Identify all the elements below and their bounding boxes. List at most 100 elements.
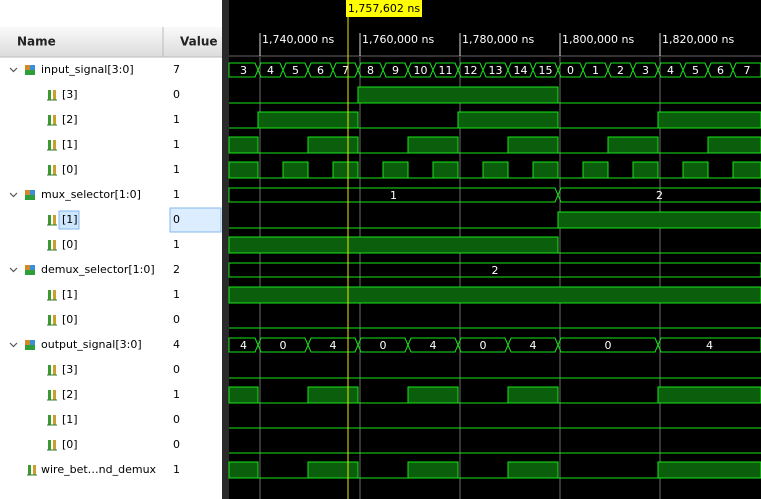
value-header[interactable]: Value — [180, 35, 218, 49]
bus-value-label: 2 — [492, 264, 499, 277]
expand-caret[interactable] — [9, 192, 18, 198]
bit-high — [407, 461, 459, 479]
bus-value-label: 9 — [392, 64, 399, 77]
bit-icon — [48, 315, 51, 325]
signal-name[interactable]: mux_selector[1:0] — [41, 188, 141, 201]
signal-name[interactable]: [3] — [62, 363, 78, 376]
bus-value-label: 2 — [656, 189, 663, 202]
signal-value: 0 — [173, 413, 180, 426]
ruler-label: 1,760,000 ns — [362, 33, 434, 46]
expand-caret[interactable] — [9, 267, 18, 273]
bus-value-label: 2 — [617, 64, 624, 77]
ruler-label: 1,820,000 ns — [662, 33, 734, 46]
bus-value-label: 8 — [367, 64, 374, 77]
bus-value-label: 4 — [667, 64, 674, 77]
expand-caret[interactable] — [9, 67, 18, 73]
bus-value-label: 4 — [267, 64, 274, 77]
bit-icon — [53, 115, 56, 125]
bus-value-label: 0 — [567, 64, 574, 77]
bit-high — [657, 461, 761, 479]
bus-value-label: 0 — [480, 339, 487, 352]
signal-value: 1 — [173, 288, 180, 301]
signal-name[interactable]: [2] — [62, 388, 78, 401]
bus-value-label: 11 — [439, 64, 453, 77]
bit-high — [228, 461, 259, 479]
bus-value-label: 3 — [240, 64, 247, 77]
signal-value: 1 — [173, 188, 180, 201]
bit-high — [507, 136, 559, 154]
bus-value-label: 10 — [414, 64, 428, 77]
signal-value: 4 — [173, 338, 180, 351]
ruler-label: 1,800,000 ns — [562, 33, 634, 46]
bus-icon — [25, 65, 30, 70]
signal-value: 7 — [173, 63, 180, 76]
bit-high — [228, 136, 259, 154]
signal-name[interactable]: [0] — [62, 163, 78, 176]
bus-icon — [25, 190, 30, 195]
bit-icon — [53, 165, 56, 175]
bus-icon — [30, 340, 35, 345]
bus-segment — [228, 262, 761, 278]
bus-value-label: 4 — [530, 339, 537, 352]
bit-icon — [28, 465, 31, 475]
signal-name[interactable]: [3] — [62, 88, 78, 101]
signal-name[interactable]: demux_selector[1:0] — [41, 263, 155, 276]
bit-icon — [48, 415, 51, 425]
bit-high — [732, 161, 761, 179]
bit-high — [307, 461, 359, 479]
bit-high — [657, 386, 761, 404]
bus-value-label: 1 — [390, 189, 397, 202]
splitter[interactable] — [222, 0, 229, 499]
signal-name[interactable]: [1] — [62, 213, 78, 226]
bit-icon — [53, 315, 56, 325]
signal-name[interactable]: [1] — [62, 138, 78, 151]
bit-high — [607, 136, 659, 154]
bus-icon — [25, 70, 35, 75]
bus-segment — [657, 337, 761, 353]
bit-high — [657, 111, 761, 129]
signal-name[interactable]: [1] — [62, 413, 78, 426]
bit-high — [307, 386, 359, 404]
bus-value-label: 7 — [744, 64, 751, 77]
bit-high — [582, 161, 609, 179]
bit-high — [282, 161, 309, 179]
bit-high — [532, 161, 559, 179]
bus-value-label: 5 — [692, 64, 699, 77]
name-header[interactable]: Name — [17, 35, 56, 49]
signal-name[interactable]: [0] — [62, 438, 78, 451]
signal-name[interactable]: wire_bet…nd_demux — [41, 463, 157, 476]
bus-icon — [30, 65, 35, 70]
signal-name[interactable]: [0] — [62, 238, 78, 251]
bit-icon — [53, 215, 56, 225]
expand-caret[interactable] — [9, 342, 18, 348]
signal-name[interactable]: [0] — [62, 313, 78, 326]
bus-value-label: 4 — [330, 339, 337, 352]
bit-high — [457, 111, 559, 129]
bus-value-label: 6 — [717, 64, 724, 77]
bit-icon — [53, 415, 56, 425]
signal-name[interactable]: output_signal[3:0] — [41, 338, 142, 351]
bit-icon — [53, 90, 56, 100]
bit-icon — [48, 215, 51, 225]
bit-high — [332, 161, 359, 179]
bit-high — [432, 161, 459, 179]
signal-name[interactable]: [2] — [62, 113, 78, 126]
signal-value: 0 — [173, 213, 180, 226]
bit-icon — [53, 240, 56, 250]
bit-icon — [33, 465, 36, 475]
bit-high — [682, 161, 709, 179]
bit-high — [228, 161, 259, 179]
bit-icon — [48, 140, 51, 150]
bit-icon — [48, 165, 51, 175]
bit-high — [507, 461, 559, 479]
signal-value: 0 — [173, 88, 180, 101]
bus-value-label: 0 — [280, 339, 287, 352]
bus-value-label: 3 — [642, 64, 649, 77]
signal-value: 0 — [173, 438, 180, 451]
ruler-label: 1,780,000 ns — [462, 33, 534, 46]
bus-value-label: 12 — [464, 64, 478, 77]
signal-value: 0 — [173, 363, 180, 376]
signal-name[interactable]: input_signal[3:0] — [41, 63, 134, 76]
signal-name[interactable]: [1] — [62, 288, 78, 301]
